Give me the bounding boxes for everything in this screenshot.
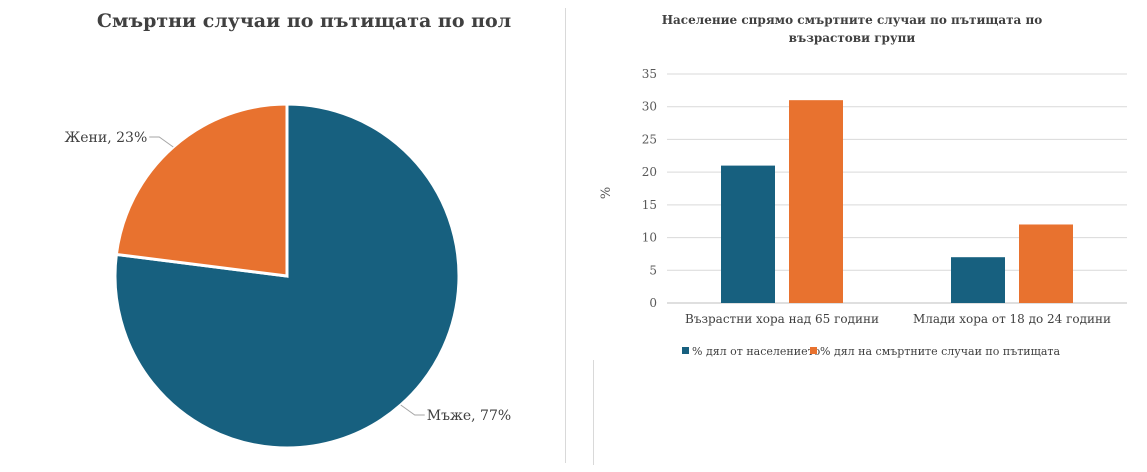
y-tick-label-7: 35: [642, 67, 657, 81]
legend-swatch-1: [810, 347, 817, 354]
bar-chart-panel: Население спрямо смъртните случаи по път…: [566, 0, 1147, 468]
bar-1-1: [1019, 224, 1073, 303]
y-tick-label-4: 20: [642, 165, 657, 179]
pie-leader-line-0: [400, 404, 425, 416]
y-tick-label-5: 25: [642, 132, 657, 146]
y-tick-label-1: 5: [649, 263, 657, 277]
pie-chart-title: Смъртни случаи по пътищата по пол: [97, 10, 511, 32]
legend-label-0: % дял от населението: [692, 345, 821, 358]
bar-0-1: [789, 100, 843, 304]
legend-label-1: % дял на смъртните случаи по пътищата: [820, 345, 1060, 358]
pie-leader-line-1: [149, 136, 174, 148]
y-tick-label-0: 0: [649, 296, 657, 310]
y-axis-label: %: [599, 187, 614, 199]
x-tick-label-1: Млади хора от 18 до 24 години: [913, 312, 1111, 326]
pie-data-label-0: Мъже, 77%: [427, 408, 511, 424]
bar-chart-title-line-2: възрастови групи: [789, 31, 916, 45]
x-tick-label-0: Възрастни хора над 65 години: [685, 312, 879, 326]
panel-border: [593, 360, 594, 465]
panel-divider: [565, 8, 566, 463]
pie-data-label-1: Жени, 23%: [65, 130, 148, 146]
bar-chart-title-line-1: Население спрямо смъртните случаи по път…: [662, 13, 1043, 27]
pie-slice-1: [114, 102, 289, 278]
bar-chart: Население спрямо смъртните случаи по път…: [599, 13, 1127, 358]
pie-chart-panel: Смъртни случаи по пътищата по пол Мъже, …: [0, 0, 565, 468]
pie-chart: Смъртни случаи по пътищата по пол Мъже, …: [65, 10, 511, 450]
y-tick-label-2: 10: [642, 231, 657, 245]
bar-0-0: [721, 165, 775, 303]
y-tick-label-6: 30: [642, 100, 657, 114]
legend-swatch-0: [682, 347, 689, 354]
y-tick-label-3: 15: [642, 198, 657, 212]
bar-1-0: [951, 257, 1005, 303]
